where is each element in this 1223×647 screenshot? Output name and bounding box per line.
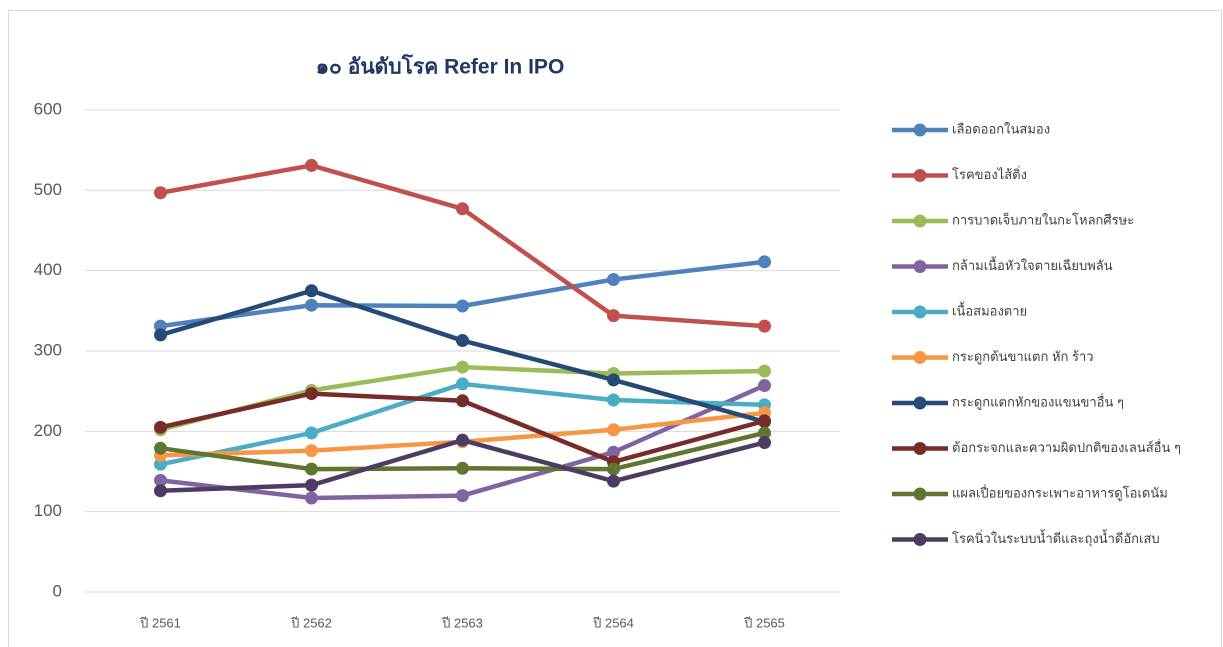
data-point [305, 444, 318, 458]
x-tick-label: ปี 2561 [139, 615, 181, 630]
y-tick-label: 400 [34, 260, 62, 279]
x-tick-label: ปี 2564 [592, 615, 634, 630]
y-tick-label: 600 [34, 99, 62, 118]
data-point [456, 433, 469, 447]
y-tick-label: 500 [34, 180, 62, 199]
data-point [607, 373, 620, 387]
data-point [305, 462, 318, 476]
data-point [305, 158, 318, 172]
y-tick-label: 100 [34, 501, 62, 520]
y-tick-label: 200 [34, 421, 62, 440]
legend-marker [913, 169, 927, 182]
data-point [607, 423, 620, 437]
chart-title: ๑๐ อันดับโรค Refer In IPO [316, 54, 565, 79]
data-point [607, 309, 620, 323]
legend-label: เนื้อสมองตาย [952, 301, 1027, 318]
data-point [607, 462, 620, 476]
data-point [456, 394, 469, 408]
x-tick-label: ปี 2562 [290, 615, 332, 630]
data-point [607, 474, 620, 488]
data-point [305, 478, 318, 492]
data-point [758, 379, 771, 393]
data-point [456, 489, 469, 503]
y-tick-label: 0 [53, 581, 62, 600]
series-line [160, 259, 765, 329]
data-point [456, 299, 469, 313]
data-point [758, 255, 771, 269]
data-point [154, 473, 167, 487]
data-point [758, 436, 771, 450]
legend-label: โรคนิ่วในระบบน้ำดีและถุงน้ำดีอักเสบ [952, 529, 1160, 547]
data-point [758, 319, 771, 333]
data-point [456, 334, 469, 348]
data-point [154, 328, 167, 342]
data-point [607, 393, 620, 407]
legend-label: การบาดเจ็บภายในกะโหลกศีรษะ [952, 210, 1134, 227]
x-tick-label: ปี 2565 [743, 615, 785, 630]
data-point [305, 491, 318, 505]
legend-label: โรคของไส้ติ่ง [952, 166, 1027, 182]
data-point [758, 414, 771, 428]
data-point [154, 484, 167, 498]
x-tick-label: ปี 2563 [441, 615, 483, 630]
data-point [456, 202, 469, 216]
data-point [456, 461, 469, 475]
legend-marker [913, 214, 927, 228]
data-point [607, 445, 620, 459]
legend-marker [913, 351, 927, 364]
legend-marker [913, 305, 927, 319]
legend-marker [913, 533, 927, 546]
legend-label: กล้ามเนื้อหัวใจตายเฉียบพลัน [952, 256, 1113, 273]
legend-marker [913, 396, 927, 410]
legend-marker [913, 260, 927, 273]
data-point [305, 298, 318, 312]
data-point [305, 426, 318, 440]
legend-label: กระดูกต้นขาแตก หัก ร้าว [952, 349, 1094, 365]
chart-frame [8, 10, 1222, 647]
legend-label: เลือดออกในสมอง [952, 121, 1050, 136]
data-point [154, 420, 167, 434]
legend-marker [913, 123, 927, 137]
legend-label: แผลเปื่อยของกระเพาะอาหารดูโอเดนัม [952, 484, 1168, 501]
legend-marker [913, 487, 927, 501]
data-point [154, 441, 167, 455]
data-point [305, 284, 318, 298]
data-point [758, 364, 771, 378]
legend-label: ต้อกระจกและความผิดปกติของเลนส์อื่น ๆ [952, 439, 1181, 455]
data-point [305, 387, 318, 401]
data-point [456, 360, 469, 374]
legend-marker [913, 442, 927, 455]
data-point [154, 186, 167, 200]
data-point [758, 426, 771, 440]
data-point [456, 377, 469, 391]
legend-label: กระดูกแตกหักของแขนขาอื่น ๆ [952, 393, 1124, 410]
data-point [607, 273, 620, 287]
y-tick-label: 300 [34, 340, 62, 359]
